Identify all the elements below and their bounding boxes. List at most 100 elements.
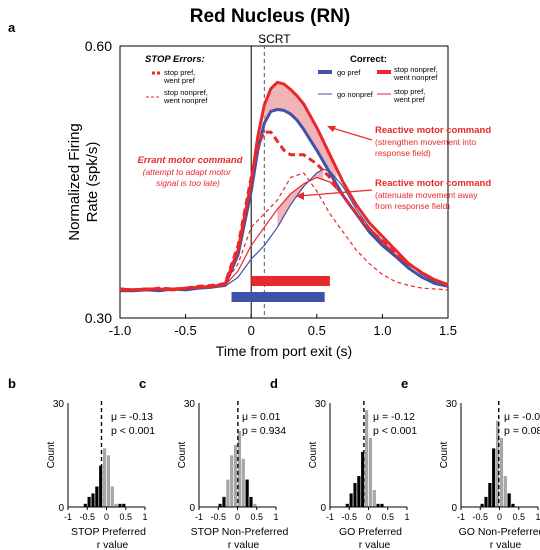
histogram-panel-c: c -1 -0.5 0 0.5 1 0 30 Count STOP Non-Preferredr … <box>139 376 288 550</box>
annotation-errant-title: Errant motor command <box>137 155 242 166</box>
scrt-label: SCRT <box>258 32 291 46</box>
histogram-bar <box>352 482 358 508</box>
histogram-bar <box>83 503 88 508</box>
histogram-bar <box>252 503 258 508</box>
duration-bar-red <box>251 276 330 286</box>
histogram-bar <box>506 492 512 508</box>
histogram-x-axis-label: GO Non-Preferred <box>459 526 540 538</box>
annotation-arrowhead-strengthen <box>327 126 336 132</box>
histogram-bar <box>106 454 111 508</box>
histogram-y-axis-label: Count <box>46 441 57 468</box>
histogram-bar <box>244 478 250 508</box>
histogram-x-tick-label: 0 <box>497 512 502 522</box>
histogram-bar <box>487 482 493 508</box>
legend-stop-pref-correct-line1: stop pref, <box>394 87 425 96</box>
histogram-stat-p: p = 0.085 <box>504 425 540 437</box>
histogram-y-tick-label: 30 <box>184 399 196 410</box>
panel-a-y-tick-label: 0.30 <box>85 310 112 326</box>
legend-stop-nonpref-error-line2: went nonpref <box>163 96 208 105</box>
panel-a-x-axis-label: Time from port exit (s) <box>216 343 352 359</box>
histogram-stat-p: p = 0.934 <box>242 425 286 437</box>
panel-a-x-tick-label: 1.0 <box>373 323 391 338</box>
histogram-x-tick-label: 1 <box>404 512 409 522</box>
panel-a-axes: -1.0 -0.5 0 0.5 1.0 1.5 0.30 0.60 <box>85 38 457 338</box>
legend-stop-nonpref-error-label: stop nonpref, went nonpref <box>163 88 210 105</box>
histogram-bar <box>94 485 100 508</box>
annotation-reactive-attenuate-line1: (attenuate movement away <box>375 190 478 200</box>
legend-stop-nonpref-correct-label: stop nonpref, went nonpref <box>393 65 440 82</box>
histogram-stat-mu: μ = -0.02 <box>504 411 540 423</box>
panel-a-series-lines <box>119 80 449 293</box>
histogram-bar <box>345 503 350 508</box>
histogram-bar <box>372 489 377 508</box>
histogram-bar <box>86 496 92 508</box>
histogram-y-tick-label: 30 <box>446 399 458 410</box>
legend-stop-errors: STOP Errors: stop pref, went pref stop n… <box>145 54 210 105</box>
histogram-x-tick-label: 1 <box>142 512 147 522</box>
histogram-x-tick-label: 1 <box>273 512 278 522</box>
shading-nonpref-difference <box>277 169 324 228</box>
panel-a-line-chart: -1.0 -0.5 0 0.5 1.0 1.5 0.30 0.60 Time from por… <box>66 32 491 359</box>
histogram-bar <box>368 437 373 508</box>
shading-pref-difference <box>264 82 337 185</box>
histogram-bar <box>491 447 496 508</box>
figure-title: Red Nucleus (RN) <box>190 6 350 27</box>
histogram-x-tick-label: -1 <box>195 512 203 522</box>
histogram-bar <box>379 503 385 508</box>
annotation-reactive-strengthen-title: Reactive motor command <box>375 125 491 136</box>
histogram-x-tick-label: -0.5 <box>341 512 357 522</box>
legend-stop-pref-correct-label: stop pref, went pref <box>393 87 427 104</box>
legend-stop-pref-correct-line2: went pref <box>393 95 426 104</box>
histogram-bar <box>483 496 489 508</box>
histogram-bar <box>90 492 96 508</box>
panel-label-a: a <box>8 20 16 35</box>
histogram-y-tick-label: 30 <box>315 399 327 410</box>
annotation-arrow-attenuate <box>298 189 373 197</box>
histogram-bar <box>117 503 123 508</box>
panel-label-e: e <box>401 376 408 391</box>
histogram-y-axis-label: Count <box>308 441 319 468</box>
legend-stop-pref-error-line1: stop pref, <box>164 68 195 77</box>
histogram-x-axis-sublabel: r value <box>490 539 522 550</box>
series-line-stop-pref-went-pref-correct- <box>120 80 449 292</box>
panel-label-b: b <box>8 376 16 391</box>
histogram-x-axis-sublabel: r value <box>97 539 129 550</box>
histogram-x-axis-sublabel: r value <box>359 539 391 550</box>
histogram-x-tick-label: 0.5 <box>512 512 525 522</box>
histogram-bar <box>375 503 381 508</box>
histogram-bar <box>225 478 231 508</box>
histogram-x-axis-label: STOP Non-Preferred <box>191 526 289 538</box>
histogram-bar <box>113 503 119 508</box>
histogram-bar <box>229 454 234 508</box>
histogram-x-tick-label: -0.5 <box>472 512 488 522</box>
histogram-x-tick-label: 0 <box>366 512 371 522</box>
panel-label-c: c <box>139 376 146 391</box>
panel-a-x-tick-label: 0.5 <box>308 323 326 338</box>
panel-a-y-axis-label-line1: Normalized Firing <box>66 123 83 241</box>
legend-correct-title: Correct: <box>350 54 387 65</box>
histogram-bar <box>241 458 246 508</box>
histogram-y-axis-label: Count <box>177 441 188 468</box>
histogram-y-tick-label: 0 <box>58 503 64 514</box>
histogram-bar <box>248 496 254 508</box>
histogram-bar <box>221 496 227 508</box>
panel-a-x-tick-label: -0.5 <box>174 323 196 338</box>
panel-a-x-tick-label: -1.0 <box>109 323 131 338</box>
annotation-reactive-attenuate-line2: from response field) <box>375 201 450 211</box>
histogram-bar <box>233 444 238 508</box>
histogram-x-tick-label: 0 <box>235 512 240 522</box>
panel-a-x-tick-label: 0 <box>248 323 255 338</box>
histogram-stat-p: p < 0.001 <box>111 425 155 437</box>
legend-stop-pref-error-label: stop pref, went pref <box>163 68 197 85</box>
histogram-y-tick-label: 0 <box>189 503 195 514</box>
legend-stop-errors-title: STOP Errors: <box>145 54 205 65</box>
histogram-bar <box>364 409 369 508</box>
histogram-bar <box>510 503 516 508</box>
panel-a-y-tick-label: 0.60 <box>85 38 112 54</box>
legend-stop-nonpref-correct-line1: stop nonpref, <box>394 65 438 74</box>
annotation-reactive-strengthen-line2: response field) <box>375 148 431 158</box>
histogram-x-tick-label: -1 <box>64 512 72 522</box>
histogram-x-axis-label: GO Preferred <box>339 526 402 538</box>
histogram-x-tick-label: 0.5 <box>381 512 394 522</box>
